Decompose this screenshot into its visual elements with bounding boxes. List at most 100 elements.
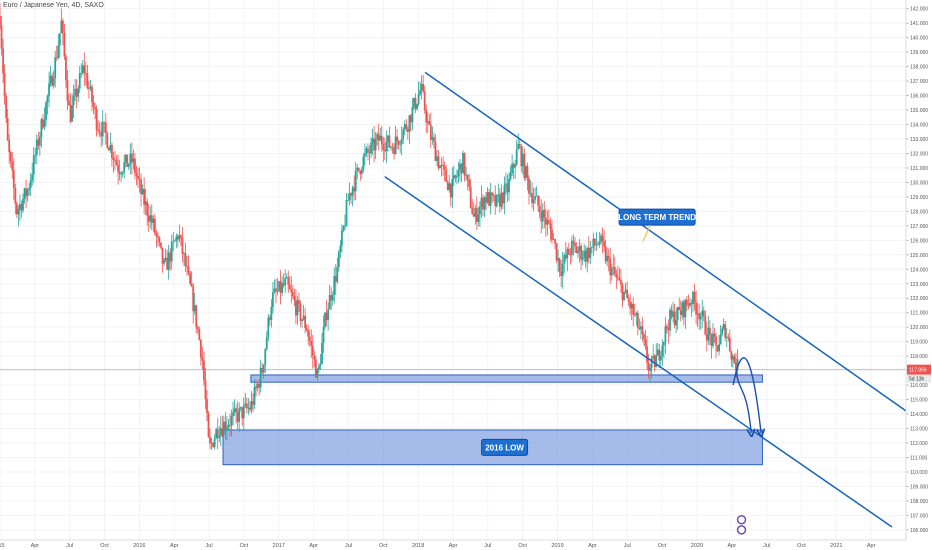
candle-body [669,309,671,331]
candle-body [124,154,127,163]
candle-body [710,334,713,346]
candle-body [135,172,138,176]
candle-body [451,178,454,198]
candle-body [456,176,458,178]
time-axis-bg [0,540,932,550]
candle-body [51,75,54,86]
candle-body [572,240,575,243]
candle-body [336,267,339,282]
candle-body [428,121,431,126]
candle-body [498,194,501,207]
candle-body [491,192,494,196]
candle-body [408,115,411,132]
annotations: LONG TERM TREND 2016 LOW [481,208,747,535]
candle-body [537,195,540,206]
candle-body [175,236,178,241]
candle-body [301,319,303,322]
2016-low-label-box [481,438,529,456]
candle-body [521,153,524,167]
candle-body [230,415,233,426]
candle-body [118,172,121,174]
candle-body [474,208,477,217]
candle-body [313,355,316,360]
candle-body [293,296,296,301]
candle-body [178,235,181,240]
candle-body [708,327,711,335]
candle-body [486,192,489,203]
candle-body [718,344,720,352]
candle-body [270,307,273,320]
candle-body [55,57,58,59]
candle-body [267,317,270,338]
time-tick-label: Apr [727,543,736,549]
candle-body [84,73,87,74]
last-price-countdown: 5d 13h [909,377,925,383]
candle-body [390,146,392,148]
candle-body [123,162,126,173]
candle-body [577,251,579,254]
candle-body [100,131,103,137]
candle-body [341,230,343,246]
price-tick-label: 108.000 [910,499,928,505]
candle-body [508,178,510,193]
candle-body [146,201,149,216]
candle-body [419,90,422,95]
candle-body [183,253,185,255]
candle-body [222,421,225,435]
candle-body [321,342,323,365]
candle-body [391,146,394,149]
candle-body [712,333,714,346]
candle-body [163,260,165,264]
candle-body [245,403,248,409]
candle-body [77,88,80,97]
candle-body [357,167,360,171]
candle-body [681,302,684,316]
candle-body [272,292,274,308]
candle-body [546,220,549,225]
candle-body [376,133,379,140]
time-tick-label: Apr [170,543,179,549]
candle-body [387,135,389,142]
price-tick-label: 118.000 [910,354,928,360]
candle-body [295,300,297,316]
candle-body [351,187,354,196]
candle-body [22,198,24,211]
candle-body [161,247,164,264]
candle-body [249,407,251,410]
candle-body [187,266,190,273]
event-icon [736,514,747,525]
candle-body [0,15,1,26]
candle-body [554,239,556,244]
candle-body [658,349,661,361]
candle-body [60,20,63,34]
candle-body [319,364,322,366]
price-tick-label: 141.000 [910,21,928,27]
candle-body [226,427,228,430]
candle-body [560,271,563,277]
candle-body [103,121,106,123]
candle-body [589,247,592,259]
candle-body [259,367,262,388]
candle-body [641,326,644,335]
candle-body [193,305,196,312]
candle-body [630,303,633,309]
price-tick-label: 131.000 [910,166,928,172]
candle-body [406,129,409,132]
price-tick-label: 111.000 [910,455,928,461]
candle-body [549,223,552,230]
candle-body [20,204,23,211]
candle-body [684,299,687,318]
time-tick-label: 2019 [551,543,563,549]
candle-body [626,289,628,298]
price-axis[interactable]: 106.000 107.000 108.000 109.000 110.000 111.0… [905,0,932,550]
candle-body [184,253,187,267]
candle-body [265,337,268,350]
candle-body [538,205,541,213]
time-axis[interactable]: 015 Apr Jul Oct 2016 Apr Jul Oct 2017 Apr Jul Oct 20… [0,539,932,550]
candle-body [236,412,239,422]
candle-body [181,237,184,254]
candle-body [629,301,632,309]
support-zone [250,374,763,383]
candle-body [97,129,100,131]
